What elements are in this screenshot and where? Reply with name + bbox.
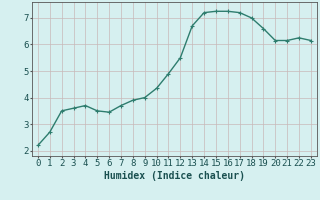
X-axis label: Humidex (Indice chaleur): Humidex (Indice chaleur) [104, 171, 245, 181]
